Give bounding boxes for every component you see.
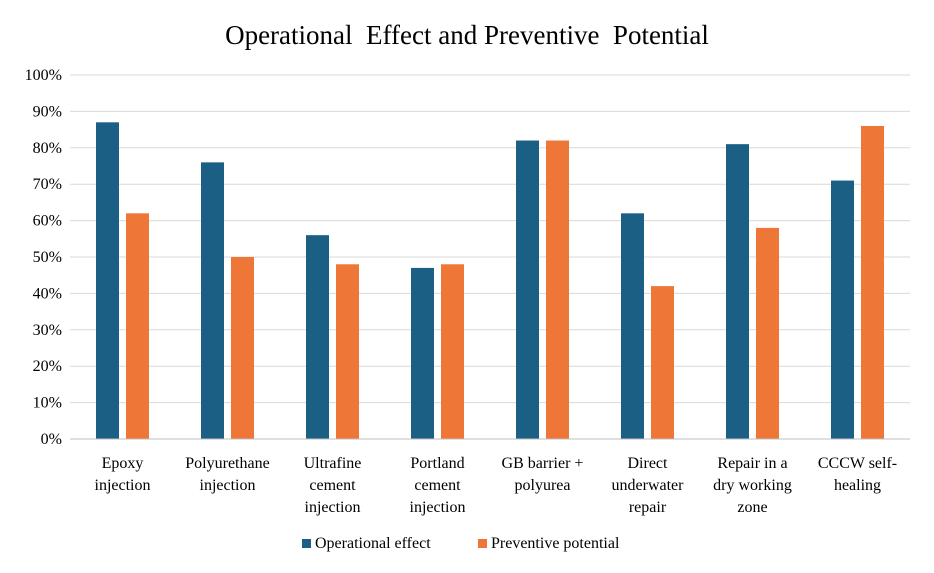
bar-preventive-potential: [651, 286, 674, 439]
y-tick-label: 60%: [33, 213, 62, 230]
x-category-label: Epoxy injection: [95, 455, 151, 494]
bar-preventive-potential: [231, 257, 254, 439]
bar-preventive-potential: [441, 264, 464, 439]
y-tick-label: 90%: [33, 103, 62, 120]
bar-operational-effect: [306, 235, 329, 439]
x-category-label: CCCW self-healing: [818, 455, 897, 494]
legend-swatch: [302, 539, 311, 548]
gridlines: [70, 74, 910, 404]
bar-operational-effect: [411, 267, 434, 439]
x-category-label: GB barrier + polyurea: [502, 455, 584, 494]
chart-title: Operational Effect and Preventive Potent…: [225, 20, 709, 50]
x-category-label: Polyurethane injection: [185, 455, 269, 494]
y-tick-label: 70%: [33, 176, 62, 193]
legend: Operational effect Preventive potential: [302, 535, 620, 552]
bar-preventive-potential: [756, 227, 779, 439]
bar-preventive-potential: [546, 140, 569, 439]
y-tick-label: 30%: [33, 322, 62, 339]
bar-operational-effect: [201, 162, 224, 440]
legend-item: Operational effect: [302, 535, 431, 552]
bar-preventive-potential: [126, 213, 149, 439]
y-tick-label: 10%: [33, 395, 62, 412]
bars: [96, 122, 884, 440]
y-tick-label: 20%: [33, 358, 62, 375]
bar-operational-effect: [726, 144, 749, 439]
y-tick-label: 80%: [33, 140, 62, 157]
y-tick-label: 40%: [33, 285, 62, 302]
x-category-label: Repair in a dry working zone: [713, 455, 792, 516]
bar-operational-effect: [516, 140, 539, 439]
bar-preventive-potential: [861, 125, 884, 440]
legend-label: Operational effect: [315, 535, 431, 552]
legend-item: Preventive potential: [478, 535, 620, 552]
bar-preventive-potential: [336, 264, 359, 439]
bar-operational-effect: [96, 122, 119, 439]
y-tick-label: 0%: [41, 431, 62, 448]
y-axis-ticks: 0% 10% 20% 30% 40% 50% 60% 70% 80% 90% 100%: [25, 67, 62, 448]
x-category-label: Direct underwater repair: [612, 455, 685, 516]
x-category-label: Ultrafine cement injection: [304, 455, 362, 516]
y-tick-label: 100%: [25, 67, 62, 84]
bar-operational-effect: [621, 213, 644, 439]
x-category-label: Portland cement injection: [410, 455, 466, 516]
y-tick-label: 50%: [33, 249, 62, 266]
bar-operational-effect: [831, 180, 854, 439]
legend-label: Preventive potential: [491, 535, 620, 552]
legend-swatch: [478, 539, 487, 548]
category-labels: Epoxy injection Polyurethane injection Ultra…: [95, 455, 898, 516]
